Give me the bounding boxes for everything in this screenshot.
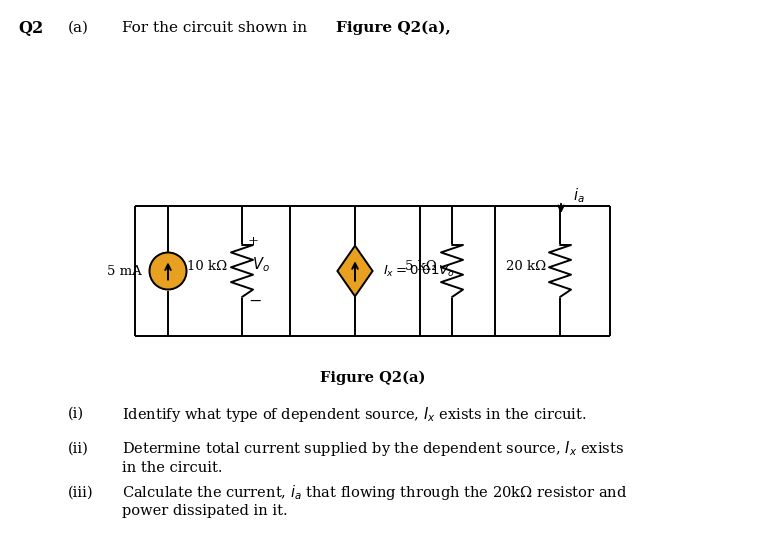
Text: Identify what type of dependent source, $I_x$ exists in the circuit.: Identify what type of dependent source, … xyxy=(122,405,586,423)
Text: −: − xyxy=(248,293,261,309)
Text: in the circuit.: in the circuit. xyxy=(122,460,223,474)
Text: (a): (a) xyxy=(68,21,89,35)
Text: $V_o$: $V_o$ xyxy=(252,256,270,274)
Text: Determine total current supplied by the dependent source, $I_x$ exists: Determine total current supplied by the … xyxy=(122,439,624,458)
Text: Calculate the current, $i_a$ that flowing through the 20kΩ resistor and: Calculate the current, $i_a$ that flowin… xyxy=(122,483,627,502)
Text: Figure Q2(a),: Figure Q2(a), xyxy=(336,21,451,35)
Text: $i_a$: $i_a$ xyxy=(573,187,585,205)
Polygon shape xyxy=(337,245,372,296)
Text: 20 kΩ: 20 kΩ xyxy=(506,259,546,272)
Text: Q2: Q2 xyxy=(18,19,43,36)
Text: Figure Q2(a): Figure Q2(a) xyxy=(320,371,425,385)
Text: 10 kΩ: 10 kΩ xyxy=(187,259,227,272)
Text: (ii): (ii) xyxy=(68,442,89,456)
Text: +: + xyxy=(248,235,259,248)
Text: 5 mA: 5 mA xyxy=(107,264,142,278)
Text: power dissipated in it.: power dissipated in it. xyxy=(122,504,288,518)
Text: For the circuit shown in: For the circuit shown in xyxy=(122,21,312,35)
Circle shape xyxy=(150,252,187,289)
Text: (iii): (iii) xyxy=(68,486,93,500)
Text: 5 kΩ: 5 kΩ xyxy=(405,259,437,272)
Text: $I_x = 0.01V_o$: $I_x = 0.01V_o$ xyxy=(383,264,455,279)
Text: (i): (i) xyxy=(68,407,84,421)
